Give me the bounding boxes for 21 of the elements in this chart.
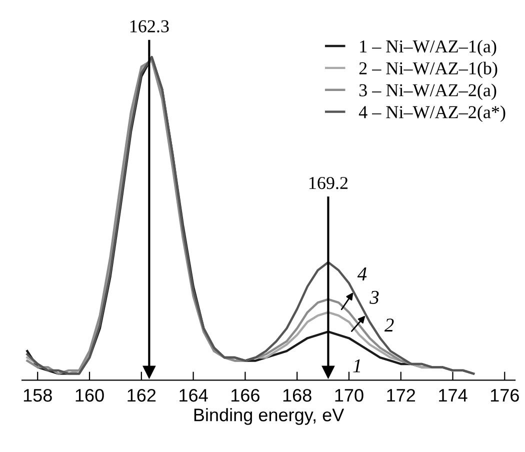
x-tick-label: 160 <box>76 388 104 402</box>
x-tick-label: 158 <box>24 388 52 402</box>
x-tick-label: 176 <box>490 388 519 402</box>
legend-label: 2 – Ni–W/AZ–1(b) <box>359 62 498 78</box>
x-tick-label: 174 <box>439 389 468 402</box>
legend-label: 3 – Ni–W/AZ–2(a) <box>359 84 496 100</box>
x-tick-label: 162 <box>128 388 156 402</box>
ref-line-label: 169.2 <box>309 176 348 190</box>
legend-label: 1 – Ni–W/AZ–1(a) <box>360 40 496 56</box>
x-tick-label: 172 <box>387 388 416 402</box>
annotation: 3 <box>370 290 379 304</box>
ref-line-label: 162.3 <box>130 20 169 32</box>
x-tick-label: 168 <box>283 388 312 402</box>
x-tick-label: 166 <box>232 388 260 402</box>
x-tick-label: 164 <box>180 388 208 402</box>
annotation: 1 <box>353 359 360 372</box>
x-tick-label: 170 <box>335 388 364 402</box>
legend-label: 4 – Ni–W/AZ–2(a*) <box>358 106 506 122</box>
annotation: 2 <box>384 318 394 332</box>
x-axis-title: Binding energy, eV <box>194 408 344 425</box>
annotation: 4 <box>357 268 367 280</box>
